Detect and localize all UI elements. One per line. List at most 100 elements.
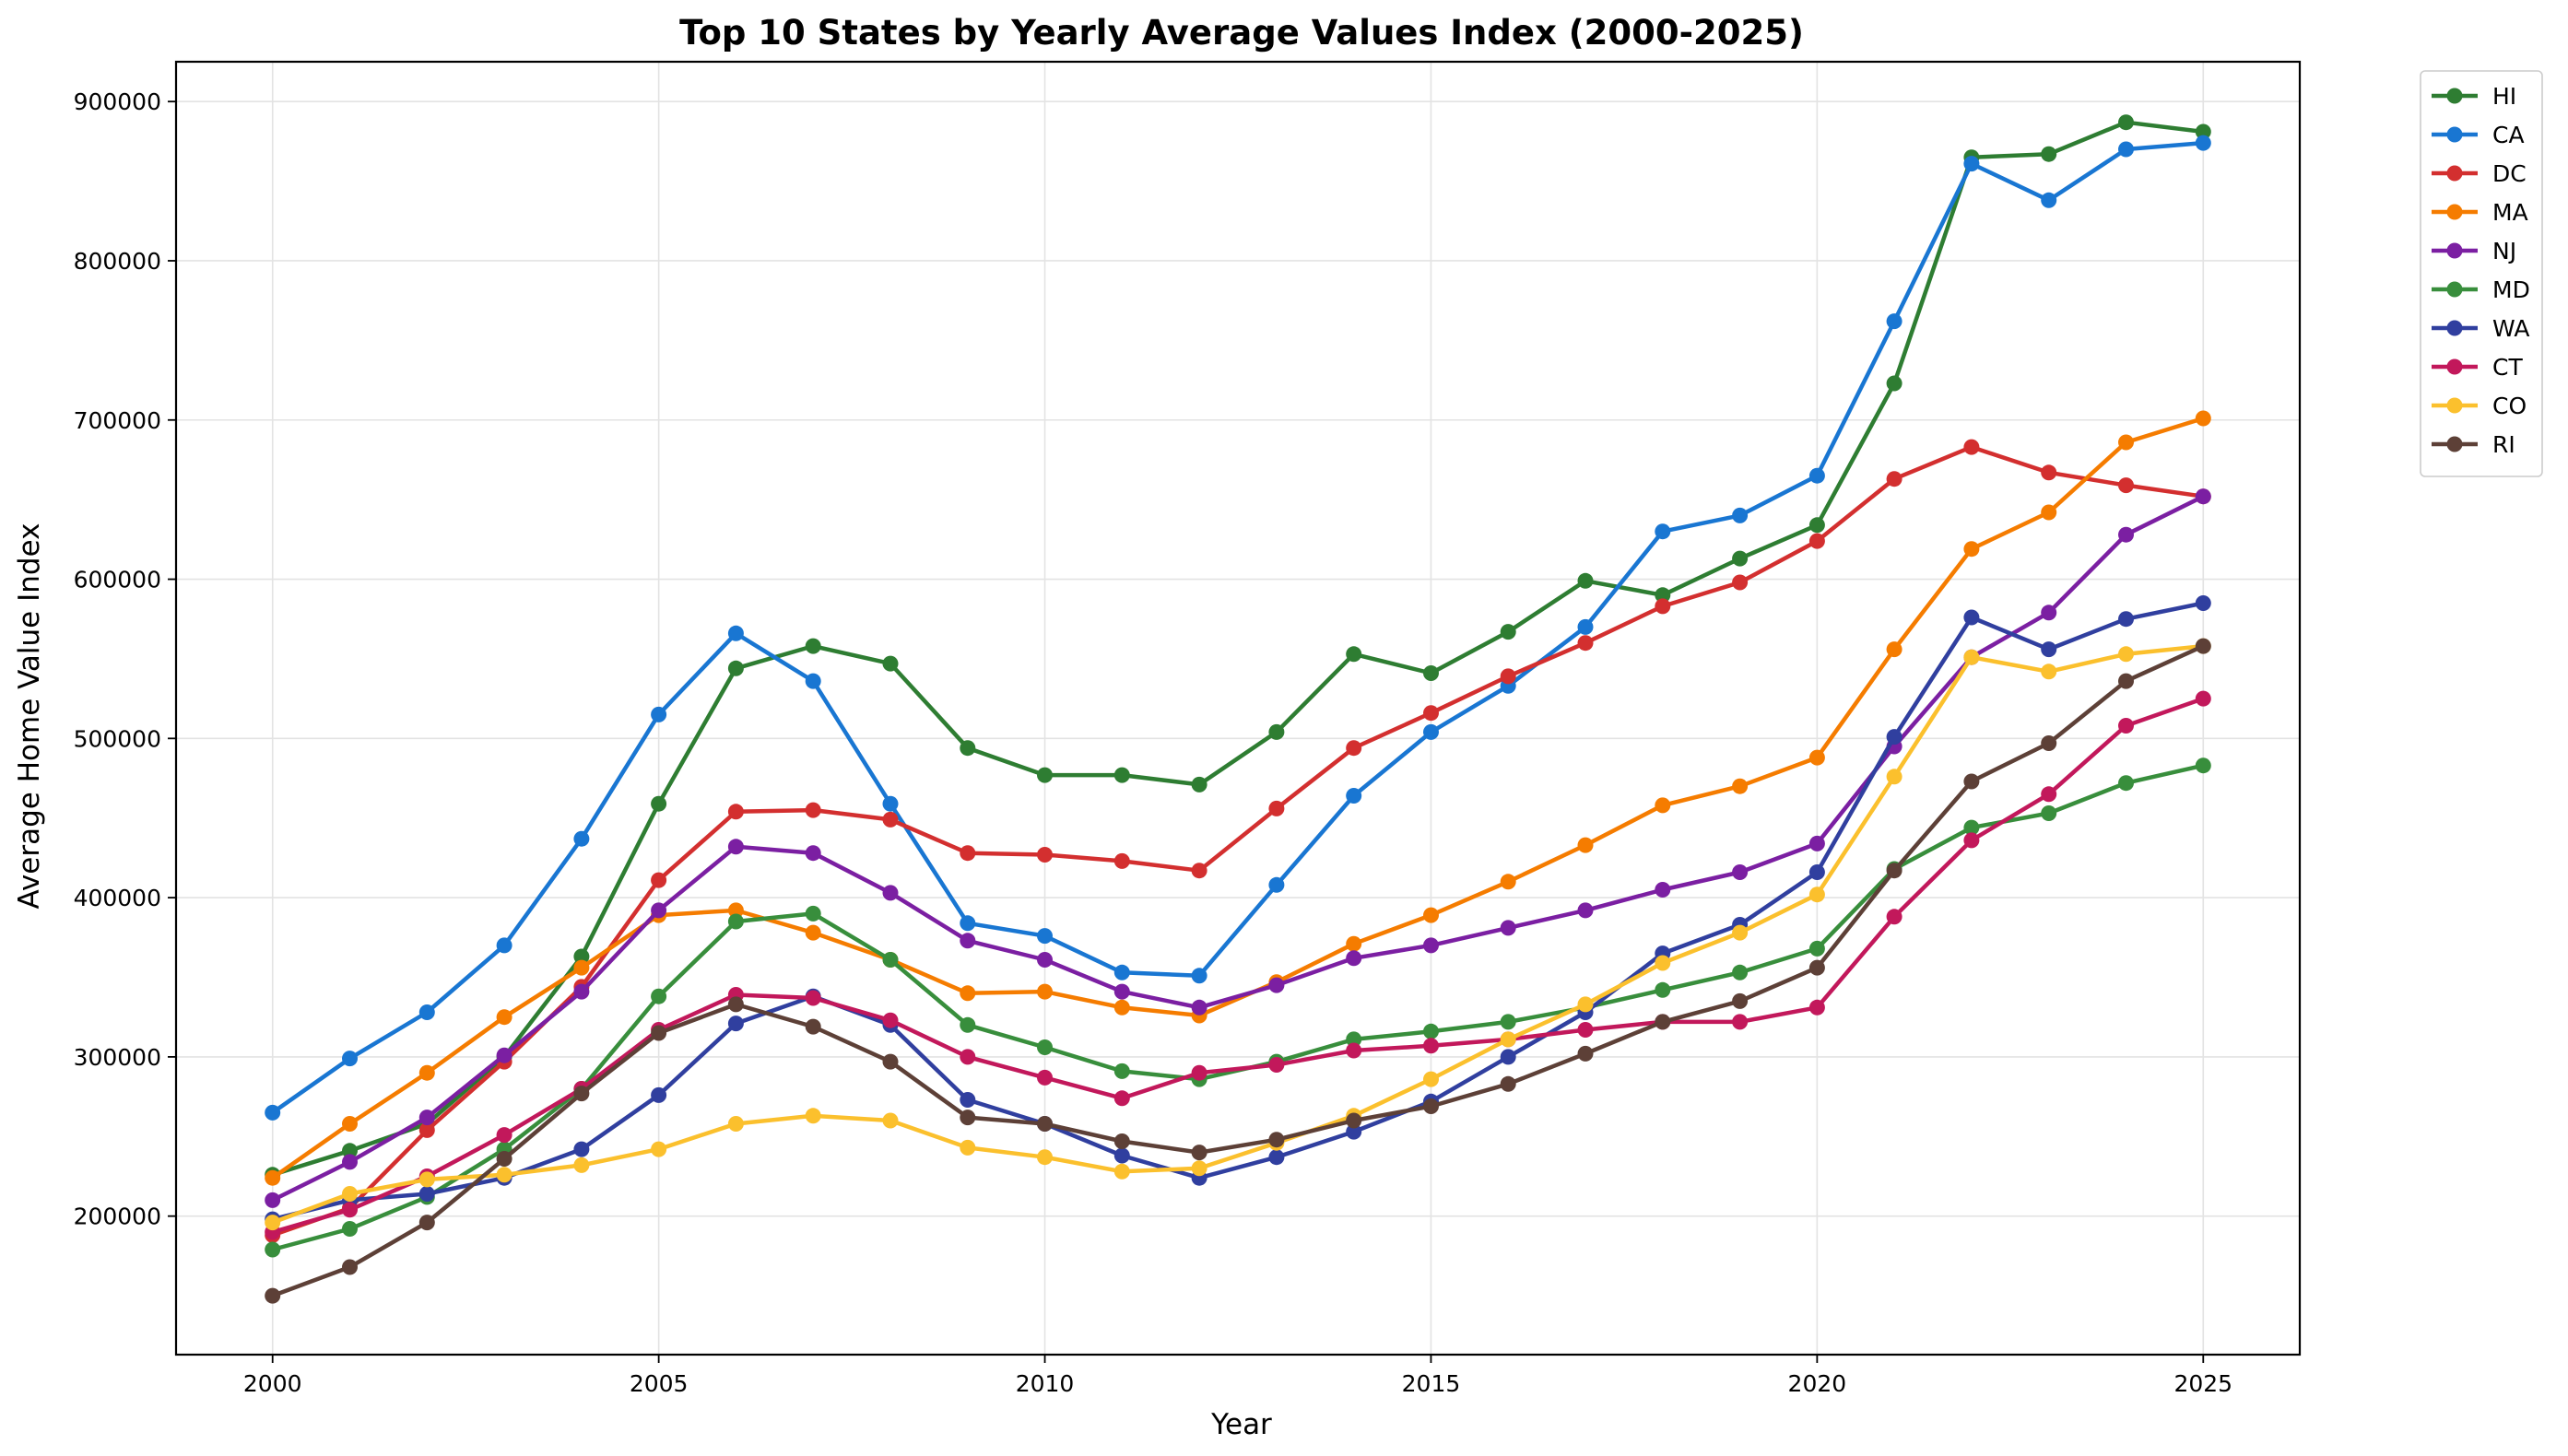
x-tick-label: 2015 xyxy=(1402,1370,1461,1397)
x-axis-ticks: 2000 2005 2010 2015 2020 2025 xyxy=(243,1355,2232,1397)
data-point-co xyxy=(2041,663,2057,680)
data-point-ct xyxy=(1346,1042,1362,1059)
data-point-ct xyxy=(1808,999,1825,1016)
data-point-wa xyxy=(573,1141,590,1157)
series-line-dc xyxy=(270,444,2206,1238)
data-point-ca xyxy=(2118,141,2134,158)
y-tick-label: 400000 xyxy=(74,885,161,911)
data-point-ct xyxy=(496,1127,512,1144)
data-point-dc xyxy=(1191,863,1207,879)
data-point-co xyxy=(960,1139,976,1156)
data-point-ca xyxy=(1346,788,1362,804)
y-tick-label: 800000 xyxy=(74,248,161,275)
data-point-ri xyxy=(1655,1014,1671,1030)
series-line-hi xyxy=(270,120,2206,1178)
data-point-co xyxy=(1423,1071,1439,1087)
series-line-ri xyxy=(270,643,2206,1298)
data-point-ca xyxy=(1268,876,1285,893)
data-point-md xyxy=(727,913,744,930)
legend-item-ca: CA xyxy=(2432,122,2525,148)
data-point-wa xyxy=(1886,729,1902,746)
data-point-nj xyxy=(496,1047,512,1063)
data-point-ca xyxy=(1963,156,1980,172)
data-point-md xyxy=(1113,1063,1130,1079)
data-point-co xyxy=(2118,646,2134,663)
data-point-nj xyxy=(1655,882,1671,898)
data-point-co xyxy=(651,1141,667,1157)
legend-label: WA xyxy=(2492,315,2529,342)
data-point-ri xyxy=(1346,1112,1362,1129)
x-tick-label: 2020 xyxy=(1788,1370,1847,1397)
data-point-wa xyxy=(727,1016,744,1032)
legend-label: CA xyxy=(2492,122,2525,148)
data-point-ma xyxy=(418,1064,435,1081)
legend: HI CA DC MA NJ MD WA CT CO RI xyxy=(2420,70,2543,477)
legend-label: MA xyxy=(2492,199,2528,226)
data-point-ri xyxy=(882,1053,899,1070)
data-point-ri xyxy=(2195,638,2211,654)
data-point-nj xyxy=(342,1154,358,1170)
series-ri xyxy=(265,638,2211,1304)
data-point-dc xyxy=(1113,852,1130,869)
legend-swatch-marker xyxy=(2446,436,2463,452)
y-tick-label: 900000 xyxy=(74,88,161,115)
legend-item-wa: WA xyxy=(2432,315,2529,342)
data-point-hi xyxy=(805,638,821,654)
data-point-hi xyxy=(1191,776,1207,793)
data-point-ma xyxy=(2118,434,2134,451)
data-point-ct xyxy=(1732,1014,1749,1030)
data-point-wa xyxy=(2195,595,2211,611)
data-point-ct xyxy=(882,1012,899,1028)
data-point-ca xyxy=(1423,723,1439,740)
data-point-ct xyxy=(1268,1057,1285,1073)
data-point-ca xyxy=(1577,618,1594,635)
legend-item-dc: DC xyxy=(2432,160,2527,187)
data-point-ma xyxy=(1655,797,1671,814)
data-point-co xyxy=(342,1186,358,1202)
data-point-ca xyxy=(882,795,899,812)
data-point-ct xyxy=(805,990,821,1006)
legend-swatch-marker xyxy=(2446,126,2463,143)
y-tick-label: 600000 xyxy=(74,567,161,593)
data-point-ct xyxy=(2195,690,2211,707)
data-point-hi xyxy=(1732,550,1749,567)
data-point-ca xyxy=(651,706,667,722)
data-point-ri xyxy=(1113,1133,1130,1149)
data-point-co xyxy=(882,1112,899,1129)
data-point-md xyxy=(2195,757,2211,774)
data-point-hi xyxy=(1655,587,1671,604)
data-point-dc xyxy=(1577,635,1594,652)
data-point-nj xyxy=(727,839,744,855)
data-point-wa xyxy=(960,1092,976,1108)
x-tick-label: 2010 xyxy=(1016,1370,1075,1397)
legend-item-ma: MA xyxy=(2432,199,2528,226)
data-point-md xyxy=(651,988,667,1004)
data-point-co xyxy=(805,1108,821,1124)
data-point-ri xyxy=(805,1018,821,1035)
data-point-dc xyxy=(2118,477,2134,494)
data-point-ri xyxy=(651,1025,667,1041)
data-point-ri xyxy=(418,1215,435,1231)
data-point-co xyxy=(496,1167,512,1183)
data-point-ca xyxy=(573,830,590,847)
data-point-md xyxy=(2041,805,2057,821)
data-point-ma xyxy=(1423,907,1439,923)
data-point-dc xyxy=(727,804,744,820)
data-point-ca xyxy=(1886,313,1902,330)
data-point-hi xyxy=(1577,572,1594,589)
data-point-dc xyxy=(2041,464,2057,481)
y-tick-label: 200000 xyxy=(74,1204,161,1230)
series-nj xyxy=(265,488,2211,1208)
data-point-md xyxy=(1808,940,1825,957)
y-tick-label: 300000 xyxy=(74,1044,161,1071)
data-point-ct xyxy=(1113,1090,1130,1107)
data-point-nj xyxy=(960,933,976,949)
data-point-co xyxy=(1037,1149,1053,1166)
data-point-nj xyxy=(573,983,590,1000)
data-point-ct xyxy=(342,1202,358,1218)
data-point-ct xyxy=(960,1049,976,1065)
data-point-wa xyxy=(1500,1049,1516,1065)
series-line-ma xyxy=(270,416,2206,1180)
data-point-nj xyxy=(1577,902,1594,919)
data-point-nj xyxy=(1346,950,1362,967)
